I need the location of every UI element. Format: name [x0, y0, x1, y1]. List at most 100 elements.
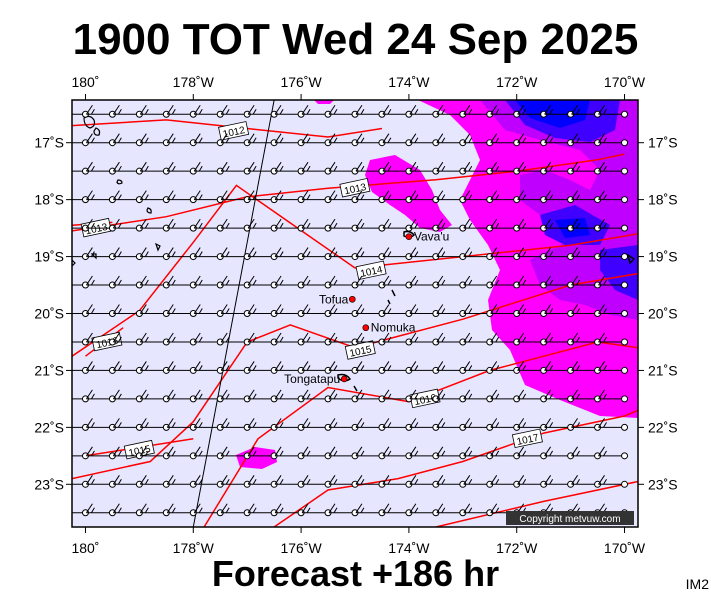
wind-barb — [166, 304, 197, 317]
wind-barb-full — [301, 389, 309, 400]
wind-barb — [463, 446, 494, 460]
wind-barb-full — [463, 389, 471, 400]
wind-barb-half — [441, 336, 446, 343]
wind-barb-full — [598, 332, 605, 343]
wind-barb-full — [139, 161, 147, 172]
wind-barb — [436, 475, 467, 488]
wind-barb-full — [490, 332, 498, 343]
wind-barb-full — [220, 418, 228, 428]
wind-barb-full — [517, 361, 525, 371]
wind-barb-half — [64, 337, 67, 342]
wind-barb-full — [166, 133, 174, 143]
wind-barb-full — [490, 389, 498, 400]
wind-barb-half — [549, 194, 554, 200]
wind-barb-full — [436, 304, 444, 314]
wind-barb-full — [436, 247, 444, 257]
wind-barb-full — [112, 361, 120, 371]
lat-label-left: 18˚S — [34, 192, 64, 208]
wind-barb-half — [522, 279, 527, 286]
wind-barb-half — [117, 165, 122, 172]
wind-barb-half — [171, 422, 176, 428]
wind-barb-full — [86, 389, 93, 400]
wind-barb-full — [409, 332, 417, 343]
wind-barb-half — [144, 422, 149, 428]
wind-barb — [247, 247, 278, 261]
wind-barb-full — [382, 475, 390, 485]
wind-barb-full — [571, 418, 578, 428]
wind-barb-full — [247, 133, 255, 143]
wind-barb-full — [571, 218, 578, 229]
wind-barb-full — [436, 332, 444, 343]
wind-barb — [463, 218, 494, 232]
wind-barb-half — [441, 507, 446, 514]
wind-barb-half — [414, 479, 419, 485]
island-outline — [626, 253, 636, 265]
wind-barb-half — [576, 393, 581, 400]
wind-barb — [86, 161, 116, 175]
wind-barb-full — [59, 333, 65, 342]
copyright-box: Copyright metvuw.com — [506, 511, 634, 525]
wind-barb-full — [112, 104, 120, 115]
wind-barb-half — [306, 450, 311, 457]
wind-barb-full — [517, 304, 525, 314]
wind-barb-full — [598, 389, 605, 400]
wind-barb-half — [171, 308, 176, 314]
wind-barb-full — [274, 133, 282, 143]
wind-barb-full — [571, 190, 578, 200]
wind-barb-full — [274, 389, 282, 400]
wind-barb-full — [490, 418, 498, 428]
wind-barb-half — [117, 450, 122, 457]
axis-ticks: 180˚ 180˚ 178˚W 178˚W 176˚W 176˚W 174˚W 174˚W 17… — [34, 74, 677, 556]
wind-barb-half — [603, 393, 607, 400]
wind-barb-half — [387, 336, 392, 343]
wind-barb-full — [220, 361, 228, 371]
wind-barb-half — [576, 279, 581, 286]
wind-barb-full — [436, 503, 444, 514]
wind-barb-half — [64, 223, 67, 228]
wind-station-circle — [621, 395, 629, 403]
wind-barb — [112, 446, 143, 460]
isobar-label: 1015 — [344, 340, 376, 360]
wind-barb-half — [279, 137, 284, 143]
wind-barb-full — [193, 247, 201, 257]
wind-barb-half — [117, 308, 122, 314]
wind-barb-full — [517, 190, 525, 200]
wind-barb-full — [166, 418, 174, 428]
wind-station-circle — [621, 452, 629, 460]
wind-barb-full — [409, 190, 417, 200]
wind-barb-half — [468, 336, 473, 343]
wind-barb-half — [198, 222, 203, 229]
wind-barb-full — [355, 418, 363, 428]
wind-barb — [598, 104, 629, 118]
wind-barb — [86, 389, 116, 403]
wind-barb-full — [436, 446, 444, 457]
wind-barb-full — [247, 161, 255, 172]
wind-barb-full — [86, 446, 93, 457]
wind-barb-full — [139, 190, 147, 200]
wind-barb-half — [387, 308, 392, 314]
wind-barb-half — [576, 479, 581, 485]
wind-barb-half — [144, 336, 149, 343]
wind-barb-half — [576, 108, 581, 115]
wind-barb-half — [495, 251, 500, 257]
wind-barb-full — [301, 247, 309, 257]
wind-barb-half — [495, 194, 500, 200]
wind-barb — [112, 104, 143, 118]
wind-barb-half — [414, 365, 419, 371]
wind-barb-half — [468, 251, 473, 257]
wind-barb-full — [328, 503, 336, 514]
wind-barb-full — [220, 247, 228, 257]
wind-barb-full — [220, 133, 228, 143]
wind-barb-full — [166, 275, 174, 286]
wind-barb-half — [522, 194, 527, 200]
wind-barb-half — [279, 222, 284, 229]
wind-barb-half — [171, 507, 176, 514]
wind-barb — [382, 275, 413, 289]
wind-barb — [598, 304, 629, 317]
wind-barb-full — [490, 475, 498, 485]
wind-barb — [598, 418, 629, 431]
wind-barb-half — [144, 479, 149, 485]
wind-barb-half — [279, 194, 284, 200]
forecast-label: Forecast +186 hr — [211, 553, 500, 594]
wind-barb-full — [301, 104, 309, 115]
